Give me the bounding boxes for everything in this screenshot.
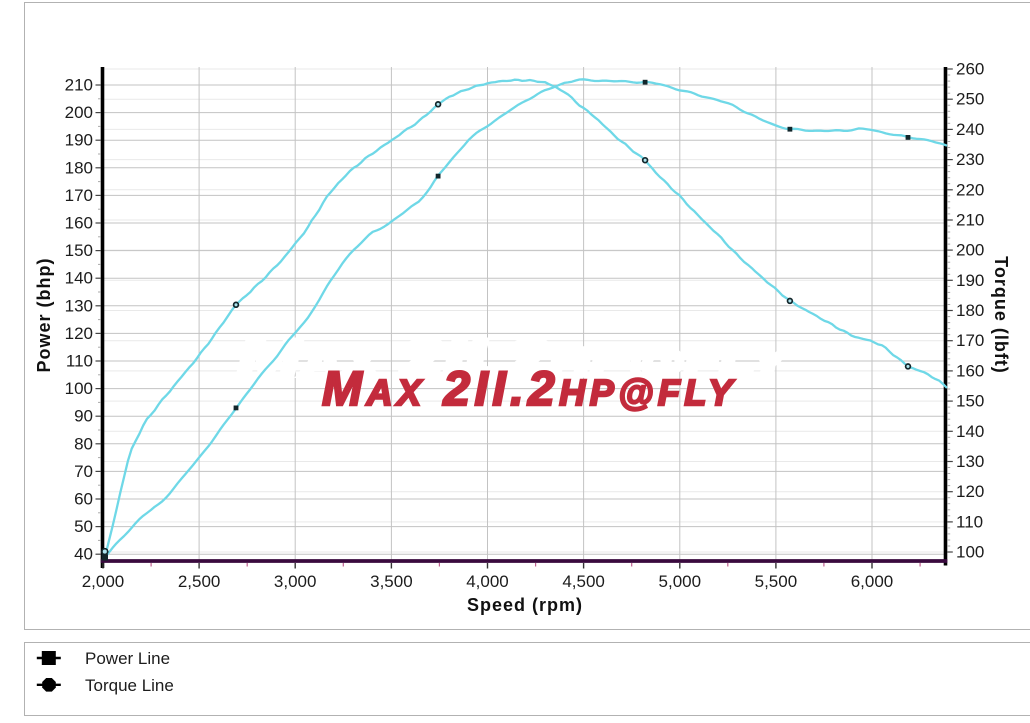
svg-text:190: 190 — [956, 271, 984, 290]
svg-text:170: 170 — [65, 186, 93, 205]
svg-text:180: 180 — [956, 301, 984, 320]
svg-text:110: 110 — [66, 352, 93, 371]
svg-text:5,500: 5,500 — [755, 572, 798, 591]
svg-text:150: 150 — [65, 241, 93, 260]
svg-text:240: 240 — [956, 120, 984, 139]
svg-text:170: 170 — [956, 331, 984, 350]
svg-text:210: 210 — [65, 76, 93, 95]
svg-text:2,000: 2,000 — [82, 572, 125, 591]
svg-text:200: 200 — [956, 241, 984, 260]
svg-text:160: 160 — [65, 214, 93, 233]
svg-text:140: 140 — [956, 422, 984, 441]
svg-text:150: 150 — [956, 392, 984, 411]
svg-text:180: 180 — [65, 158, 93, 177]
svg-text:40: 40 — [74, 545, 93, 564]
svg-text:3,000: 3,000 — [274, 572, 317, 591]
svg-text:Power (bhp): Power (bhp) — [34, 258, 54, 373]
svg-text:Speed (rpm): Speed (rpm) — [467, 595, 583, 615]
svg-text:230: 230 — [956, 150, 984, 169]
svg-text:220: 220 — [956, 180, 984, 199]
svg-text:260: 260 — [956, 60, 984, 79]
svg-text:90: 90 — [74, 407, 93, 426]
svg-text:70: 70 — [74, 462, 93, 481]
svg-text:130: 130 — [65, 296, 93, 315]
svg-text:210: 210 — [956, 211, 984, 230]
svg-text:5,000: 5,000 — [659, 572, 702, 591]
svg-text:190: 190 — [65, 131, 93, 150]
svg-text:6,000: 6,000 — [851, 572, 894, 591]
svg-text:110: 110 — [956, 512, 983, 531]
svg-text:120: 120 — [65, 324, 93, 343]
svg-text:Torque (lbft): Torque (lbft) — [991, 256, 1011, 374]
svg-text:100: 100 — [65, 379, 93, 398]
svg-text:60: 60 — [74, 490, 93, 509]
svg-text:2,500: 2,500 — [178, 572, 221, 591]
svg-text:200: 200 — [65, 103, 93, 122]
svg-text:4,000: 4,000 — [466, 572, 509, 591]
svg-text:4,500: 4,500 — [562, 572, 605, 591]
svg-text:Power Line: Power Line — [85, 649, 170, 668]
svg-text:160: 160 — [956, 361, 984, 380]
svg-text:3,500: 3,500 — [370, 572, 413, 591]
svg-text:130: 130 — [956, 452, 984, 471]
svg-text:120: 120 — [956, 482, 984, 501]
svg-text:Torque Line: Torque Line — [85, 676, 174, 695]
svg-text:140: 140 — [65, 269, 93, 288]
svg-text:100: 100 — [956, 543, 984, 562]
svg-text:50: 50 — [74, 517, 93, 536]
svg-text:250: 250 — [956, 90, 984, 109]
svg-text:80: 80 — [74, 434, 93, 453]
